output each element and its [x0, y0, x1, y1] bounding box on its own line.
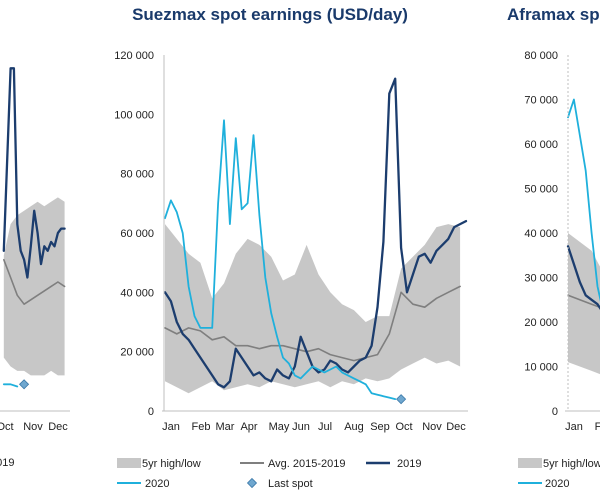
center-x-tick-label: Apr: [240, 421, 257, 433]
right-band-area: [568, 233, 600, 375]
left-avg-line: [2, 258, 66, 306]
center-y2020-line: [164, 119, 397, 401]
right-chart-title: Aframax sp: [507, 5, 600, 24]
right-avg-line: [567, 294, 600, 309]
right-legend-swatch-band: [518, 458, 542, 468]
center-y-tick-label: 40 000: [120, 287, 154, 299]
right-y-tick-label: 0: [552, 406, 558, 418]
right-y-tick-label: 80 000: [524, 50, 558, 62]
center-legend-label-y2019: 2019: [397, 458, 421, 470]
center-band-area: [165, 224, 461, 394]
center-avg-line: [164, 285, 461, 362]
right-y-tick-label: 40 000: [524, 228, 558, 240]
center-y-tick-label: 0: [148, 406, 154, 418]
left-band-area: [3, 197, 65, 376]
center-x-tick-label: May: [269, 421, 290, 433]
center-x-tick-label: Nov: [422, 421, 442, 433]
center-x-tick-label: Oct: [395, 421, 412, 433]
right-y2019-line: [566, 245, 600, 311]
right-y-tick-label: 70 000: [524, 95, 558, 107]
center-legend-label-avg: Avg. 2015-2019: [268, 458, 345, 470]
left-y2020-line: [2, 383, 19, 388]
center-x-tick-label: Feb: [192, 421, 211, 433]
center-legend-label-y2020: 2020: [145, 478, 169, 490]
right-y2020-line: [567, 98, 600, 302]
center-x-tick-label: Jul: [318, 421, 332, 433]
center-legend-swatch-last: [246, 477, 258, 489]
left-y2019-line: [2, 67, 66, 279]
right-y-tick-label: 50 000: [524, 184, 558, 196]
right-y-tick-label: 60 000: [524, 139, 558, 151]
center-y-tick-label: 80 000: [120, 169, 154, 181]
left-x-tick-label: Nov: [23, 421, 43, 433]
right-y-tick-label: 30 000: [524, 273, 558, 285]
center-y-tick-label: 100 000: [114, 109, 154, 121]
left-last-spot-marker: [19, 379, 30, 390]
right-legend-label-band: 5yr high/low: [543, 458, 600, 470]
left-x-tick-label: Oct: [0, 421, 14, 433]
center-x-tick-label: Mar: [216, 421, 235, 433]
center-x-tick-label: Dec: [446, 421, 466, 433]
center-y-tick-label: 120 000: [114, 50, 154, 62]
center-x-tick-label: Jun: [292, 421, 310, 433]
center-last-spot-marker: [396, 394, 407, 405]
center-x-tick-label: Aug: [344, 421, 364, 433]
left-legend-label-2019: 2019: [0, 457, 14, 469]
right-x-tick-label: Jan: [565, 421, 583, 433]
center-y-tick-label: 20 000: [120, 347, 154, 359]
right-y-tick-label: 10 000: [524, 362, 558, 374]
right-legend-label-y2020: 2020: [545, 478, 569, 490]
right-y-tick-label: 20 000: [524, 317, 558, 329]
left-x-tick-label: Dec: [48, 421, 68, 433]
center-x-tick-label: Jan: [162, 421, 180, 433]
center-y2019-line: [163, 77, 468, 389]
right-x-tick-label: F: [595, 421, 600, 433]
center-chart-title: Suezmax spot earnings (USD/day): [132, 5, 408, 24]
center-legend-swatch-band: [117, 458, 141, 468]
center-legend-label-band: 5yr high/low: [142, 458, 201, 470]
center-legend-label-last: Last spot: [268, 478, 313, 490]
center-x-tick-label: Sep: [370, 421, 390, 433]
center-y-tick-label: 60 000: [120, 228, 154, 240]
